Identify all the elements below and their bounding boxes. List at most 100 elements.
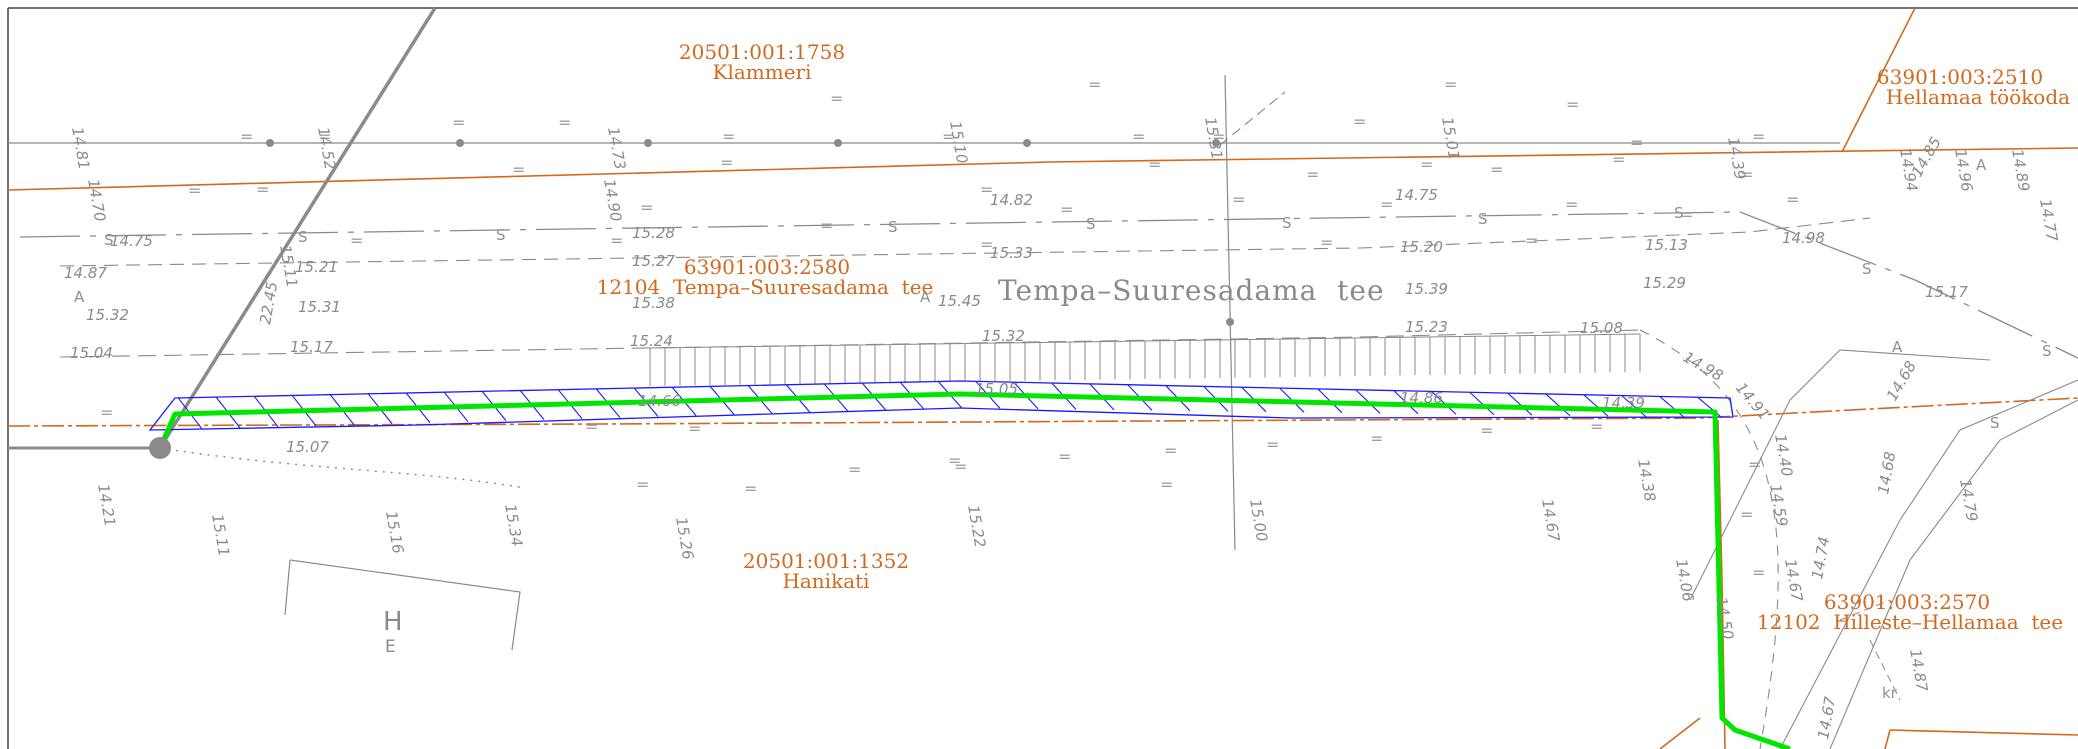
elevation-label: 15.28 [632,224,675,242]
surface-mark: = [1266,435,1279,454]
elevation-label: 14.77 [2036,198,2061,244]
surface-mark: = [100,403,113,422]
symbol-s: S [298,228,308,246]
hatch-line [1583,394,1609,417]
building-label: H [383,607,403,637]
hatch-line [1469,392,1495,416]
symbol-a: A [920,288,931,306]
surface-mark: = [1740,505,1753,524]
elevation-label: 15.07 [286,438,329,456]
surface-mark: = [1370,429,1383,448]
surface-mark: = [1088,75,1101,94]
surface-mark: = [1232,190,1245,209]
elevation-label: 14.87 [64,264,107,282]
elevation-label: 15.26 [672,516,697,561]
surface-mark: = [1132,127,1145,146]
elevation-label: 14.50 [1712,596,1737,641]
elevation-label: 15.17 [1925,283,1968,301]
hatch-line [1697,397,1723,419]
surface-mark: = [1565,195,1578,214]
elevation-label: 15.08 [1580,319,1623,337]
elevation-label: 14.79 [1956,478,1981,523]
elevation-label: 14.96 [1951,148,1976,193]
surface-mark: = [954,457,967,476]
elevation-label: 15.27 [632,252,675,270]
elevation-label: 15.31 [1201,116,1226,161]
surface-mark: = [1160,475,1173,494]
symbol-s: S [104,231,114,249]
surface-mark: = [1566,95,1579,114]
surface-mark: = [318,127,331,146]
surface-mark: = [980,235,993,254]
surface-mark: = [1480,421,1493,440]
surface-mark: = [820,216,833,235]
parcel-id: 63901:003:2510 [1877,65,2043,89]
elevation-label: 14.90 [600,178,625,223]
elevation-label: 14.73 [604,126,629,171]
surface-mark: = [512,160,525,179]
surface-mark: = [1164,441,1177,460]
surface-mark: = [848,460,861,479]
elevation-label: 14.74 [1808,535,1833,580]
elevation-label: 14.87 [1906,648,1931,694]
elevation-label: 15.24 [630,332,673,350]
parcel-name: Klammeri [713,60,812,84]
symbol-s: S [1282,214,1292,232]
symbol-a: A [74,288,85,306]
elevation-label: 14.82 [990,191,1033,209]
elevation-label: 15.20 [1400,238,1443,256]
elevation-label: 14.21 [94,483,119,528]
surface-mark: = [640,198,653,217]
elevation-label: 14.67 [1781,558,1806,604]
elevation-label: 15.17 [290,338,333,356]
surface-mark: = [744,479,757,498]
elevation-label: 15.11 [208,513,233,558]
parcel-name: 12104 Tempa–Suuresadama tee [597,275,934,299]
surface-mark: = [1212,127,1225,146]
elevation-label: 14.91 [1732,379,1773,423]
elevation-label: 14.68 [1874,450,1899,495]
surface-mark: = [1320,233,1333,252]
symbol-s: S [2042,342,2052,360]
elevation-label: 14.81 [68,126,93,171]
surface-mark: = [1752,127,1765,146]
elevation-label: 15.16 [382,510,407,555]
elevation-label: 15.33 [990,244,1033,262]
surface-mark: = [722,127,735,146]
symbol-s: S [496,226,506,244]
elevation-label: 15.05 [975,380,1018,398]
symbol-s: S [1086,215,1096,233]
parcel-id: 63901:003:2580 [684,255,850,279]
elevation-label: 15.22 [964,504,989,549]
surface-mark: = [688,419,701,438]
surface-mark: = [942,127,955,146]
surface-mark: = [1490,160,1503,179]
elevation-label: 14.75 [110,232,153,250]
elevation-label: 14.67 [1814,695,1839,741]
surface-mark: = [240,127,253,146]
surface-mark: = [1148,155,1161,174]
elevation-label: 15.38 [632,294,675,312]
surface-mark: = [1380,195,1393,214]
road-hatching [649,333,1641,386]
surface-mark: = [948,451,961,470]
parcel-id: 20501:001:1758 [679,40,845,64]
surface-mark: = [350,231,363,250]
surface-mark: = [1590,417,1603,436]
elevation-label: 15.04 [70,344,113,362]
symbol-s: S [888,218,898,236]
elevation-label: 14.75 [1395,186,1438,204]
surface-mark: = [452,113,465,132]
hatch-line [1621,395,1647,418]
symbol-s: S [1674,204,1684,222]
hatch-line [1659,396,1685,418]
surface-mark: = [1353,112,1366,131]
elevation-label: 15.13 [1645,236,1688,254]
surface-mark: = [1630,133,1643,152]
parcel-name: Hellamaa töökoda [1886,85,2070,109]
surface-mark: = [720,153,733,172]
surface-mark: = [188,181,201,200]
surface-mark: = [1060,200,1073,219]
surface-mark: = [980,180,993,199]
